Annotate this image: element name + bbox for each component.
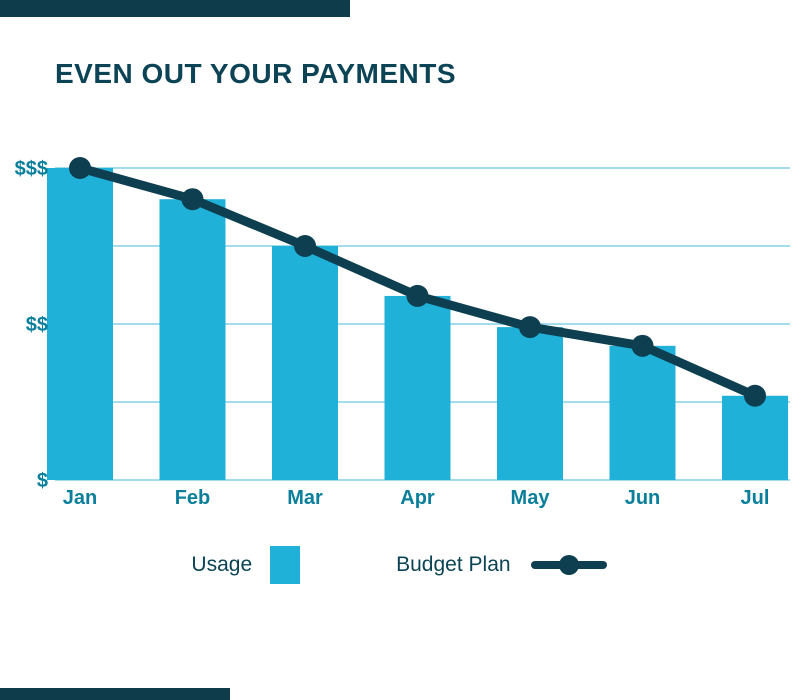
- usage-swatch-icon: [270, 546, 301, 584]
- ytick-label: $$$: [15, 158, 48, 180]
- xtick-label: Jan: [63, 487, 97, 509]
- xtick-label: May: [511, 487, 551, 509]
- xtick-label: Jul: [741, 487, 770, 509]
- usage-bar-may: [497, 327, 563, 480]
- chart-area: $ $$ $$$ Jan Feb Mar Apr May Jun Jul: [0, 140, 800, 515]
- legend-usage-label: Usage: [191, 553, 253, 576]
- usage-bar-feb: [159, 199, 226, 480]
- bottom-accent-strip: [0, 688, 230, 700]
- budget-plan-point-apr: [406, 284, 429, 307]
- budget-plan-point-feb: [181, 188, 204, 211]
- budget-plan-point-jan: [69, 157, 91, 179]
- xtick-label: Apr: [400, 487, 435, 509]
- usage-bar-jan: [47, 168, 113, 480]
- top-accent-strip: [0, 0, 350, 17]
- budget-plan-point-jul: [744, 384, 766, 407]
- legend: Usage Budget Plan: [0, 543, 800, 587]
- usage-bar-mar: [272, 246, 338, 480]
- budget-plan-point-may: [519, 316, 541, 339]
- legend-item-budget: Budget Plan: [396, 553, 608, 577]
- usage-bar-apr: [384, 295, 451, 480]
- page-title: EVEN OUT YOUR PAYMENTS: [55, 58, 457, 89]
- xtick-label: Jun: [625, 487, 661, 509]
- xtick-label: Feb: [175, 487, 211, 509]
- ytick-label: $$: [26, 314, 48, 336]
- usage-bar-jun: [609, 345, 676, 480]
- budget-plan-point-jun: [631, 334, 654, 357]
- xtick-label: Mar: [287, 487, 323, 509]
- budget-plan-point-mar: [294, 235, 316, 257]
- legend-budget-label: Budget Plan: [396, 553, 511, 576]
- ytick-label: $: [37, 470, 48, 492]
- budget-line-marker-icon: [530, 555, 607, 575]
- payments-chart: $$$$$$Jan Feb Mar Apr May Jun Jul: [15, 157, 790, 509]
- legend-item-usage: Usage: [191, 546, 301, 584]
- usage-bar-jul: [722, 395, 788, 480]
